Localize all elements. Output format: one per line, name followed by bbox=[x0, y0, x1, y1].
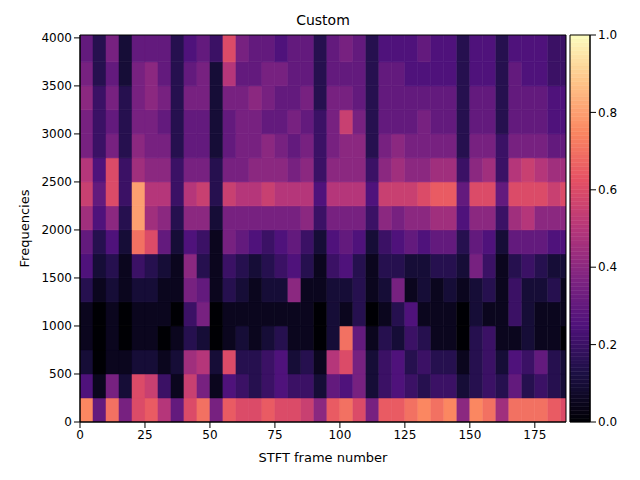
svg-text:0.2: 0.2 bbox=[598, 338, 617, 352]
svg-text:4000: 4000 bbox=[41, 31, 72, 45]
svg-text:2500: 2500 bbox=[41, 175, 72, 189]
svg-text:125: 125 bbox=[393, 428, 416, 442]
svg-text:0: 0 bbox=[76, 428, 84, 442]
svg-text:3000: 3000 bbox=[41, 127, 72, 141]
svg-text:0.4: 0.4 bbox=[598, 260, 617, 274]
svg-text:STFT frame number: STFT frame number bbox=[259, 450, 389, 465]
svg-text:75: 75 bbox=[267, 428, 282, 442]
svg-text:Frequencies: Frequencies bbox=[17, 189, 32, 267]
svg-text:2000: 2000 bbox=[41, 223, 72, 237]
svg-text:1.0: 1.0 bbox=[598, 28, 617, 42]
html-text:Custom: Custom bbox=[296, 12, 350, 28]
svg-text:175: 175 bbox=[523, 428, 546, 442]
svg-text:50: 50 bbox=[202, 428, 217, 442]
svg-text:0.8: 0.8 bbox=[598, 106, 617, 120]
svg-text:150: 150 bbox=[458, 428, 481, 442]
svg-text:0.6: 0.6 bbox=[598, 183, 617, 197]
svg-text:0.0: 0.0 bbox=[598, 415, 617, 429]
svg-text:100: 100 bbox=[328, 428, 351, 442]
svg-text:3500: 3500 bbox=[41, 79, 72, 93]
svg-text:1500: 1500 bbox=[41, 271, 72, 285]
svg-text:1000: 1000 bbox=[41, 319, 72, 333]
svg-text:25: 25 bbox=[137, 428, 152, 442]
svg-text:0: 0 bbox=[64, 415, 72, 429]
svg-text:500: 500 bbox=[49, 367, 72, 381]
